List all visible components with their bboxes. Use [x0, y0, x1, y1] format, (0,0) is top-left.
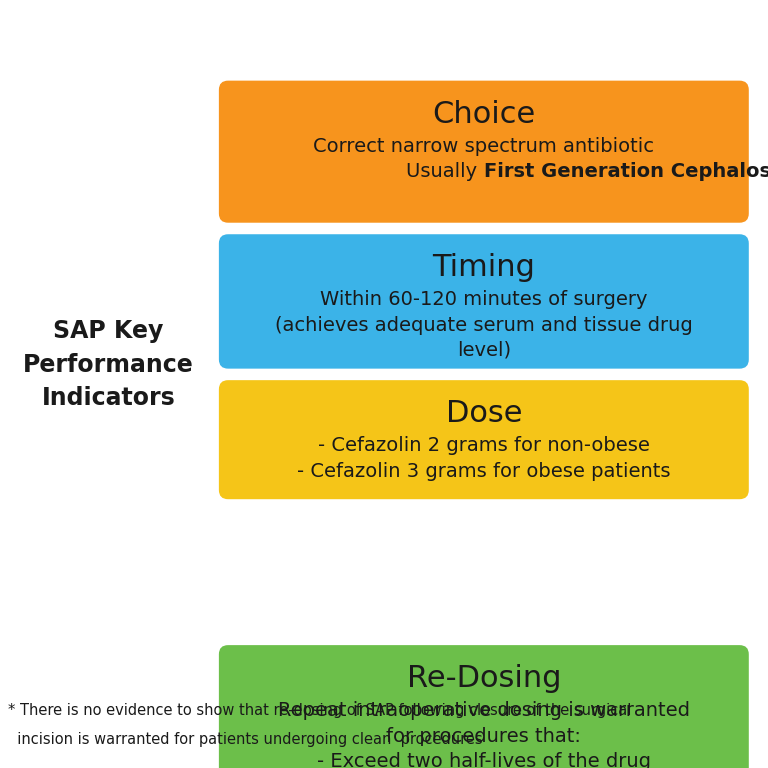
Text: * There is no evidence to show that re-dosing of SAP following closure of the su: * There is no evidence to show that re-d…: [8, 703, 631, 718]
Text: Choice: Choice: [432, 100, 535, 129]
FancyBboxPatch shape: [219, 645, 749, 768]
Text: Re-Dosing: Re-Dosing: [406, 664, 561, 694]
Text: Timing: Timing: [432, 253, 535, 283]
FancyBboxPatch shape: [219, 234, 749, 369]
Text: First Generation Cephalosporins: First Generation Cephalosporins: [484, 162, 768, 181]
Text: - Cefazolin 2 grams for non-obese: - Cefazolin 2 grams for non-obese: [318, 436, 650, 455]
Text: Usually: Usually: [406, 162, 484, 181]
Text: Within 60-120 minutes of surgery: Within 60-120 minutes of surgery: [320, 290, 647, 310]
Text: Repeat intraoperative dosing is warranted: Repeat intraoperative dosing is warrante…: [278, 701, 690, 720]
FancyBboxPatch shape: [219, 81, 749, 223]
Text: incision is warranted for patients undergoing clean  procedures: incision is warranted for patients under…: [8, 732, 482, 747]
Text: SAP Key
Performance
Indicators: SAP Key Performance Indicators: [23, 319, 194, 410]
Text: Dose: Dose: [445, 399, 522, 429]
Text: (achieves adequate serum and tissue drug: (achieves adequate serum and tissue drug: [275, 316, 693, 335]
Text: level): level): [457, 341, 511, 360]
Text: for procedures that:: for procedures that:: [386, 727, 581, 746]
FancyBboxPatch shape: [219, 380, 749, 499]
Text: - Exceed two half-lives of the drug: - Exceed two half-lives of the drug: [317, 752, 650, 768]
Text: - Cefazolin 3 grams for obese patients: - Cefazolin 3 grams for obese patients: [297, 462, 670, 481]
Text: Correct narrow spectrum antibiotic: Correct narrow spectrum antibiotic: [313, 137, 654, 156]
